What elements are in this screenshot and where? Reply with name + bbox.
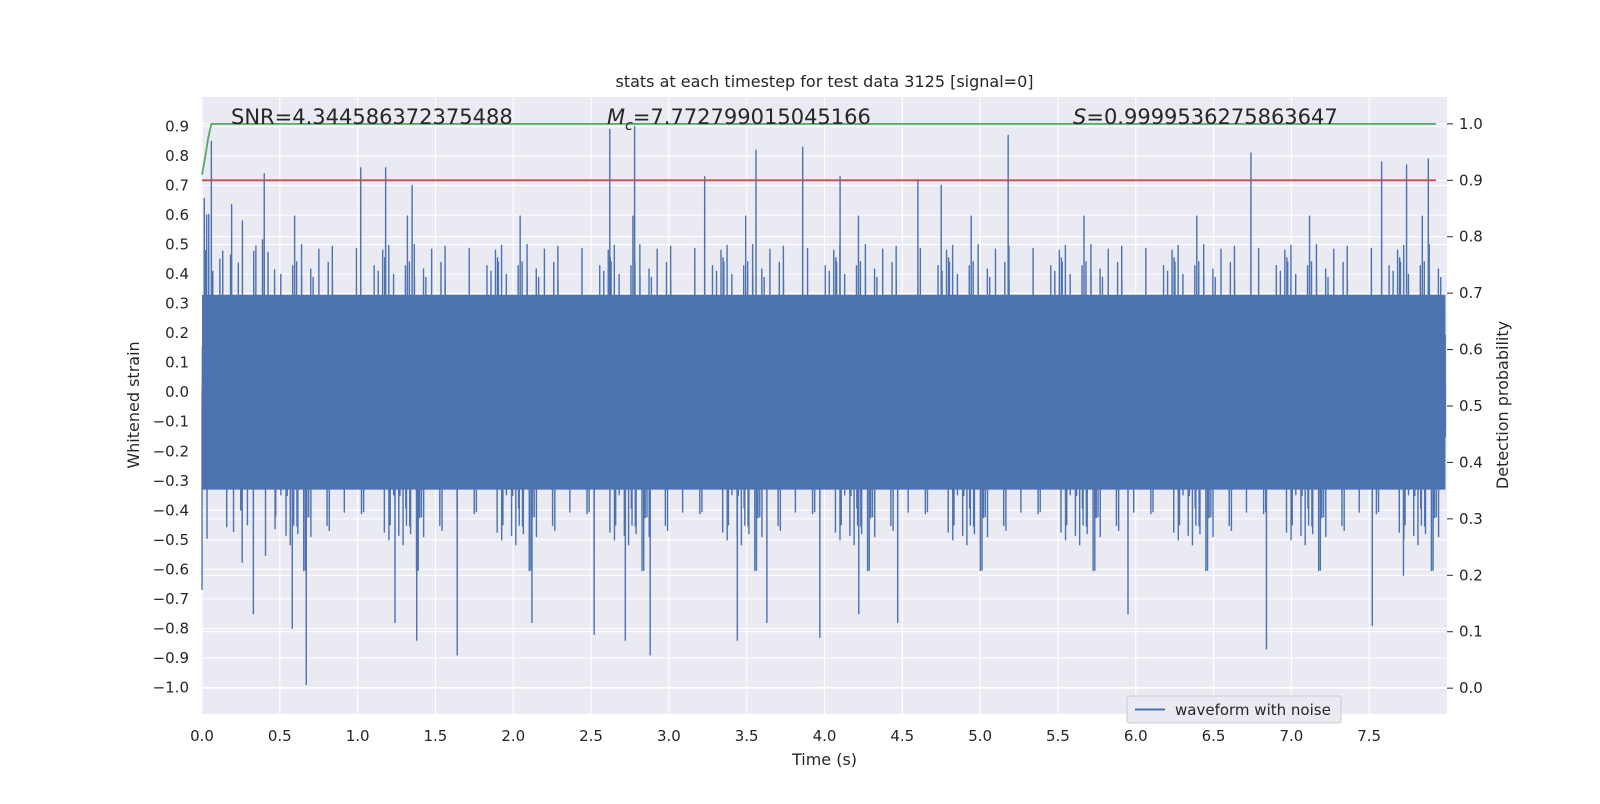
y2-tick-label: 0.2 [1459,566,1483,584]
x-tick-label: 0.5 [268,727,292,745]
annotation-mc-symbol: M [607,105,625,129]
y-tick-label: −0.4 [153,501,189,519]
x-tick-label: 6.0 [1124,727,1148,745]
y-tick-label: 0.6 [165,206,189,224]
x-tick-label: 6.5 [1202,727,1226,745]
y2-axis-label: Detection probability [1493,321,1512,489]
x-tick-label: 4.5 [890,727,914,745]
y-axis-label: Whitened strain [124,341,143,468]
y2-tick-label: 0.6 [1459,341,1483,359]
annotation-s: S=0.9999536275863647 [1073,105,1338,129]
probability-layer [201,122,1437,182]
y-tick-label: 0.2 [165,324,189,342]
y-tick-label: 0.4 [165,265,189,283]
annotation-s-value: =0.9999536275863647 [1086,105,1337,129]
legend: waveform with noise [1126,695,1342,724]
y-tick-label: 0.5 [165,236,189,254]
detection-probability-line [201,122,1437,175]
x-axis-label: Time (s) [791,750,857,769]
y2-tick-label: 0.9 [1459,171,1483,189]
y-tick-label: −0.8 [153,619,189,637]
annotation-snr: SNR=4.344586372375488 [231,105,513,129]
y-tick-label: −0.3 [153,472,189,490]
y2-tick-label: 1.0 [1459,115,1483,133]
y2-tick-label: 0.0 [1459,679,1483,697]
y-tick-label: 0.0 [165,383,189,401]
annotation-mc: Mc=7.772799015045166 [607,105,871,134]
axis-layer: 0.0 0.5 1.0 1.5 2.0 2.5 3.0 3.5 4.0 4.5 5.0 5.5 6.0 6… [153,115,1483,745]
x-tick-label: 7.0 [1279,727,1303,745]
y-tick-label: 0.3 [165,295,189,313]
chart-title: stats at each timestep for test data 312… [615,72,1033,91]
x-tick-label: 1.0 [346,727,370,745]
x-tick-label: 7.5 [1357,727,1381,745]
x-tick-label: 2.5 [579,727,603,745]
y-tick-label: −0.5 [153,531,189,549]
y2-tick-label: 0.1 [1459,623,1483,641]
y2-tick-label: 0.5 [1459,397,1483,415]
x-tick-label: 2.0 [501,727,525,745]
legend-box [1126,695,1342,724]
y-tick-label: −0.9 [153,649,189,667]
legend-label: waveform with noise [1175,701,1331,719]
x-tick-label: 3.5 [735,727,759,745]
y-tick-label: −0.7 [153,590,189,608]
x-tick-label: 1.5 [424,727,448,745]
x-tick-label: 3.0 [657,727,681,745]
x-tick-label: 5.0 [968,727,992,745]
y-tick-label: −0.6 [153,560,189,578]
y-tick-label: 0.9 [165,118,189,136]
x-tick-label: 4.0 [813,727,837,745]
y-tick-label: −1.0 [153,678,189,696]
y-tick-label: 0.7 [165,177,189,195]
x-tick-label: 0.0 [190,727,214,745]
y2-tick-label: 0.4 [1459,453,1483,471]
y-tick-label: −0.2 [153,442,189,460]
y-tick-label: 0.1 [165,354,189,372]
annotation-mc-value: =7.772799015045166 [633,105,871,129]
y-tick-label: 0.8 [165,147,189,165]
x-tick-label: 5.5 [1046,727,1070,745]
waveform-dense-core [202,294,1446,490]
annotation-s-symbol: S [1073,105,1086,129]
waveform-layer [201,125,1447,686]
annotation-mc-subscript: c [625,118,633,134]
y2-tick-label: 0.3 [1459,510,1483,528]
y2-tick-label: 0.8 [1459,228,1483,246]
y2-tick-label: 0.7 [1459,284,1483,302]
y-tick-label: −0.1 [153,413,189,431]
